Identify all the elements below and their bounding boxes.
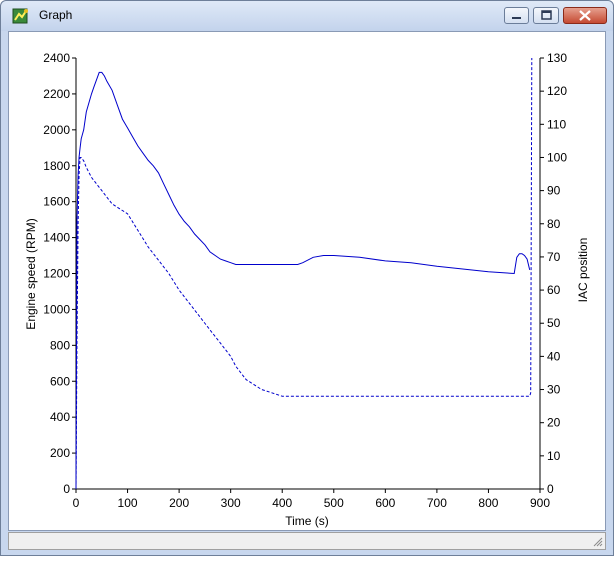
maximize-button[interactable] <box>533 7 559 24</box>
y-axis-label: Engine speed (RPM) <box>24 218 38 329</box>
x-tick-label: 0 <box>73 496 80 510</box>
x-tick-label: 300 <box>221 496 241 510</box>
y-tick-label: 2000 <box>43 123 70 137</box>
x-tick-label: 100 <box>118 496 138 510</box>
y-tick-label: 800 <box>50 338 70 352</box>
close-button[interactable] <box>563 7 607 24</box>
y2-tick-label: 20 <box>547 416 561 430</box>
y2-tick-label: 120 <box>547 84 567 98</box>
y-tick-label: 1600 <box>43 195 70 209</box>
y-tick-label: 0 <box>63 482 70 496</box>
y-tick-label: 200 <box>50 446 70 460</box>
x-tick-label: 600 <box>375 496 395 510</box>
y2-tick-label: 80 <box>547 217 561 231</box>
y2-tick-label: 70 <box>547 250 561 264</box>
y-tick-label: 1000 <box>43 302 70 316</box>
window-title: Graph <box>39 8 73 22</box>
y-tick-label: 1200 <box>43 267 70 281</box>
close-icon <box>579 10 591 21</box>
y2-tick-label: 40 <box>547 349 561 363</box>
title-bar[interactable]: Graph <box>1 1 613 31</box>
x-tick-label: 500 <box>324 496 344 510</box>
minimize-icon <box>512 17 521 19</box>
series-engine-speed-line <box>75 71 531 490</box>
x-axis-label: Time (s) <box>285 514 329 528</box>
graph-window: Graph 0 100 200 300 400 500 600 700 800 900 0 200 40… <box>0 0 614 556</box>
y2-tick-label: 30 <box>547 383 561 397</box>
app-icon <box>12 8 28 24</box>
x-tick-label: 400 <box>272 496 292 510</box>
x-tick-label: 200 <box>169 496 189 510</box>
y2-tick-label: 100 <box>547 150 567 164</box>
y2-tick-label: 0 <box>547 482 554 496</box>
minimize-button[interactable] <box>504 7 529 24</box>
maximize-icon <box>541 10 552 20</box>
y2-tick-label: 130 <box>547 51 567 65</box>
y2-tick-label: 90 <box>547 184 561 198</box>
y-tick-label: 1800 <box>43 159 70 173</box>
y-tick-label: 400 <box>50 410 70 424</box>
status-bar <box>8 532 606 550</box>
y2-tick-label: 110 <box>547 117 566 131</box>
x-tick-label: 800 <box>478 496 498 510</box>
line-chart: 0 100 200 300 400 500 600 700 800 900020040060080… <box>24 51 590 528</box>
graph-area: 0 100 200 300 400 500 600 700 800 900 0 200 400 600 80… <box>8 31 606 531</box>
x-tick-label: 900 <box>530 496 550 510</box>
x-tick-label: 700 <box>427 496 447 510</box>
y-tick-label: 2400 <box>43 51 70 65</box>
y2-tick-label: 10 <box>547 449 561 463</box>
resize-grip-icon[interactable] <box>591 535 603 547</box>
y2-axis-label: IAC position <box>576 238 590 303</box>
chart-axes <box>75 58 541 490</box>
y-tick-label: 2200 <box>43 87 70 101</box>
y2-tick-label: 60 <box>547 283 561 297</box>
y2-tick-label: 50 <box>547 316 561 330</box>
y-tick-label: 1400 <box>43 231 70 245</box>
y-tick-label: 600 <box>50 374 70 388</box>
series-iac-position-line <box>75 57 533 490</box>
